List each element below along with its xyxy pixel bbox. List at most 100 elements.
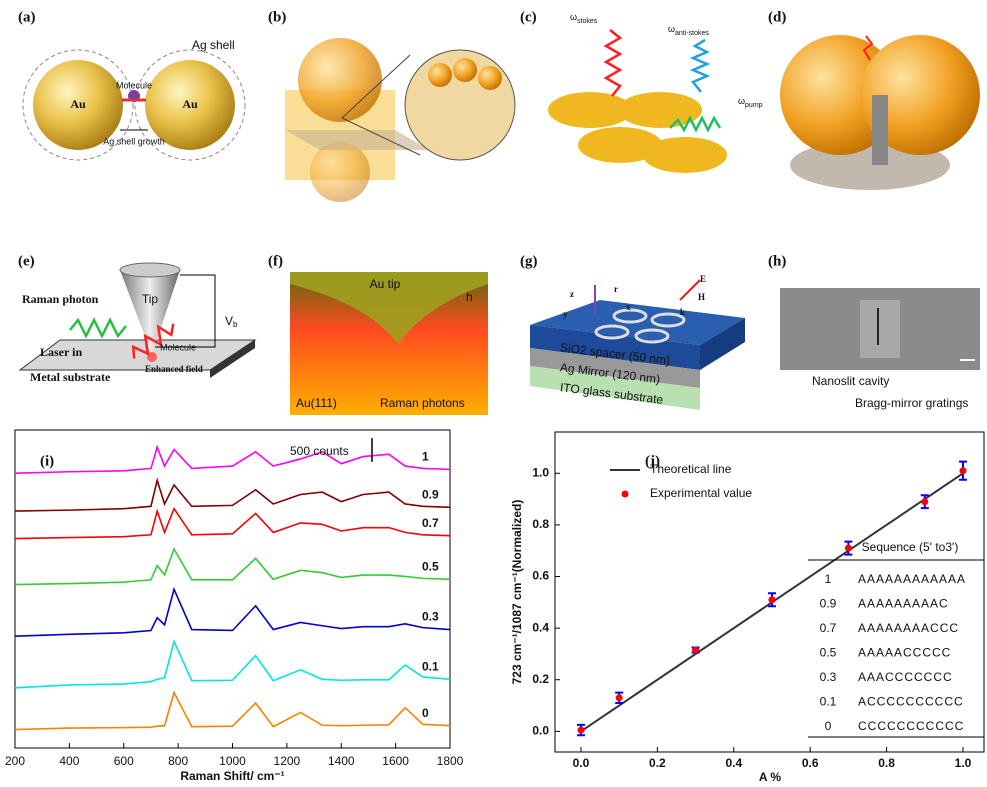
table-cell: 0.9 — [820, 597, 837, 611]
panel-label: (e) — [18, 253, 35, 269]
y-axis-label: 723 cm⁻¹/1087 cm⁻¹(Normalized) — [510, 500, 524, 685]
table-cell: 0.3 — [820, 670, 837, 684]
figure: (a) (b) (c) (d) (e) (f) (g) (h) Ag shell… — [0, 0, 987, 787]
label: Au tip — [370, 277, 401, 291]
label: Nanoslit cavity — [812, 374, 889, 388]
panel-h: Nanoslit cavity Bragg-mirror gratings — [780, 288, 980, 410]
label: E — [700, 274, 706, 284]
panel-c: ωstokes ωanti-stokes ωpump — [548, 12, 763, 173]
panel-b — [285, 38, 515, 202]
panel-a: Ag shell Au Au Molecule Ag shell growth — [23, 38, 245, 160]
y-tick-label: 0.4 — [532, 620, 549, 634]
x-tick-label: 0.0 — [573, 756, 590, 770]
x-tick-label: 1.0 — [955, 756, 972, 770]
series-label: 0.7 — [422, 516, 439, 530]
table-cell: AAAAACCCCC — [858, 646, 951, 660]
panel-e: Tip Vb Raman photon Molecule Laser in Me… — [20, 263, 255, 384]
label: Ag shell growth — [103, 136, 165, 146]
table-cell: 0.7 — [820, 621, 837, 635]
label: Au — [70, 97, 86, 111]
label: Tip — [142, 292, 159, 306]
table-cell: CCCCCCCCCCC — [858, 719, 964, 733]
table-cell: ACCCCCCCCCC — [858, 695, 964, 709]
plot-frame — [15, 430, 450, 748]
panel-label: (a) — [18, 9, 36, 25]
x-tick-label: 400 — [59, 754, 79, 768]
data-point — [692, 647, 699, 654]
label: ωpump — [738, 96, 763, 108]
x-axis-label: Raman Shift/ cm⁻¹ — [180, 769, 284, 783]
label: Raman photon — [22, 292, 99, 306]
x-tick-label: 1200 — [274, 754, 301, 768]
table-cell: 0.5 — [820, 646, 837, 660]
label: z — [570, 289, 574, 299]
panel-label: (g) — [520, 253, 538, 269]
label: Ag shell — [192, 38, 235, 52]
scale-bar-label: 500 counts — [290, 444, 349, 458]
panel-label: (b) — [268, 9, 286, 25]
table-cell: 0.1 — [820, 695, 837, 709]
data-point — [921, 498, 928, 505]
label: Enhanced field — [145, 364, 203, 374]
series-label: 0.9 — [422, 487, 439, 501]
panel-label: (i) — [40, 453, 54, 469]
panel-label: (d) — [768, 9, 786, 25]
label: Raman photons — [380, 396, 465, 410]
x-tick-label: 1000 — [219, 754, 246, 768]
series-label: 1 — [422, 450, 429, 464]
table-header: Sequence (5' to3') — [862, 540, 959, 554]
data-point — [577, 727, 584, 734]
panel-label: (h) — [768, 253, 786, 269]
legend-label: Experimental value — [650, 486, 752, 500]
label: ωstokes — [570, 12, 598, 24]
series-label: 0.3 — [422, 610, 439, 624]
label: Molecule — [116, 80, 152, 90]
label: Laser in — [40, 345, 82, 359]
spectrum — [15, 641, 450, 687]
y-tick-label: 0.8 — [532, 517, 549, 531]
table-cell: 0 — [825, 719, 832, 733]
spectrum — [15, 509, 450, 539]
data-point — [768, 596, 775, 603]
spectrum — [15, 549, 450, 585]
spectrum — [15, 480, 450, 511]
label: ωanti-stokes — [668, 24, 709, 36]
y-tick-label: 0.6 — [532, 569, 549, 583]
x-tick-label: 200 — [5, 754, 25, 768]
x-tick-label: 0.4 — [725, 756, 742, 770]
table-cell: AAAAAAAACCC — [858, 621, 959, 635]
data-point — [616, 694, 623, 701]
table-cell: 1 — [825, 572, 832, 586]
x-tick-label: 0.6 — [802, 756, 819, 770]
y-tick-label: 0.0 — [532, 724, 549, 738]
label: Molecule — [160, 342, 196, 352]
spectrum — [15, 693, 450, 730]
label: y — [563, 309, 568, 319]
panel-label: (c) — [520, 9, 537, 25]
x-tick-label: 1400 — [328, 754, 355, 768]
x-tick-label: 800 — [168, 754, 188, 768]
label: r — [614, 284, 618, 294]
label: H — [698, 292, 705, 302]
panel-g: z r E H y k x SiO2 spacer (50 nm) Ag Mir… — [530, 274, 745, 410]
label: k — [680, 307, 685, 317]
table-cell: AAAAAAAAAC — [858, 597, 949, 611]
label: Metal substrate — [30, 370, 111, 384]
x-axis-label: A % — [759, 770, 782, 784]
panel-d — [780, 35, 980, 190]
label: x — [626, 302, 631, 312]
x-tick-label: 0.8 — [878, 756, 895, 770]
label: Vb — [225, 314, 238, 329]
panel-f: Au tip Au(111) Raman photons h — [290, 272, 488, 415]
label: h — [466, 290, 473, 304]
panel-label: (f) — [268, 253, 283, 269]
spectrum — [15, 447, 450, 473]
data-point — [959, 467, 966, 474]
series-label: 0.5 — [422, 559, 439, 573]
x-tick-label: 0.2 — [649, 756, 666, 770]
data-point — [845, 545, 852, 552]
y-tick-label: 0.2 — [532, 672, 549, 686]
x-tick-label: 600 — [114, 754, 134, 768]
label: Bragg-mirror gratings — [855, 396, 968, 410]
spectrum — [15, 589, 450, 636]
